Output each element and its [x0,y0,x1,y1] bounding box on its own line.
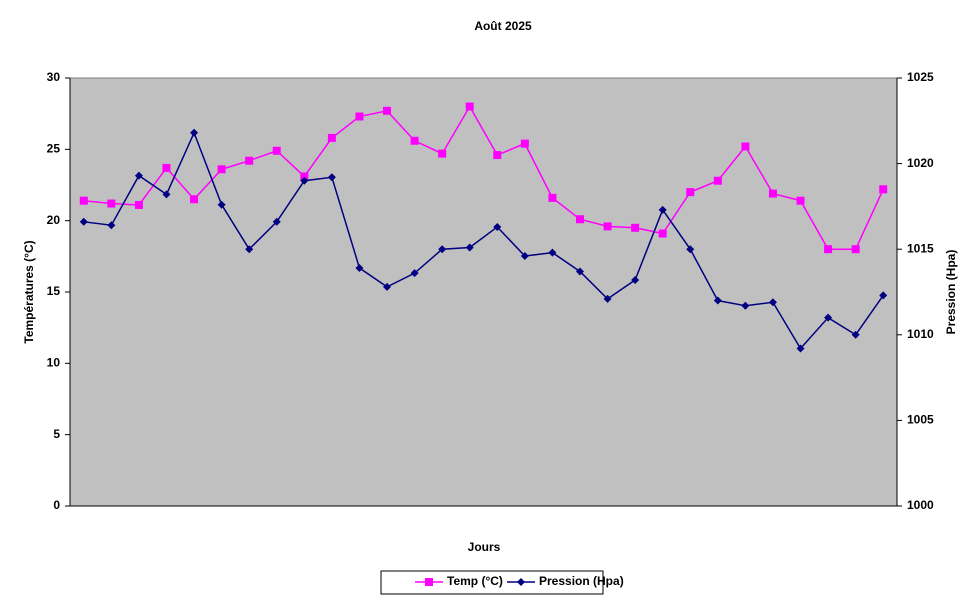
data-point [272,146,281,155]
data-point [493,151,502,160]
data-point [741,142,750,151]
plot-area [69,77,898,507]
data-point [851,330,860,339]
data-point [631,276,640,285]
data-point [107,199,116,208]
data-point [603,222,612,231]
legend [380,570,604,595]
data-point [134,171,143,180]
data-point [686,245,695,254]
y2-tick-label: 1025 [907,70,934,84]
data-point [79,196,88,205]
data-point [548,193,557,202]
data-point [465,102,474,111]
data-point [548,248,557,257]
data-point [217,165,226,174]
y-tick-label: 10 [47,356,61,370]
y-tick-label: 5 [53,427,60,441]
data-point [824,313,833,322]
data-point [383,282,392,291]
data-point [768,189,777,198]
data-point [79,217,88,226]
legend-marker [425,578,433,586]
data-point [520,252,529,261]
y2-tick-label: 1010 [907,327,934,341]
y2-tick-label: 1020 [907,156,934,170]
data-point [355,264,364,273]
data-point [162,190,171,199]
data-point [741,301,750,310]
data-point [217,200,226,209]
y2-tick-label: 1015 [907,241,934,255]
x-axis-label: Jours [468,540,501,554]
data-point [245,156,254,165]
data-point [851,245,860,254]
series-line [83,105,884,250]
data-point [575,215,584,224]
y2-tick-label: 1000 [907,498,934,512]
legend-label: Temp (°C) [447,574,503,588]
data-point [190,195,199,204]
data-point [796,344,805,353]
data-point [134,200,143,209]
data-point [603,294,612,303]
y-tick-label: 20 [47,213,61,227]
chart-title: Août 2025 [474,19,532,33]
data-point [300,176,309,185]
data-point [796,196,805,205]
y-axis-label: Températures (°C) [22,240,36,343]
y2-axis-label: Pression (Hpa) [944,250,958,335]
data-point [327,133,336,142]
data-point [438,149,447,158]
y2-tick-label: 1005 [907,413,934,427]
y-tick-label: 25 [47,142,61,156]
data-point [438,245,447,254]
data-point [686,188,695,197]
y-tick-label: 30 [47,70,61,84]
y-tick-label: 0 [53,498,60,512]
data-point [383,106,392,115]
data-point [327,173,336,182]
data-point [465,243,474,252]
data-point [493,222,502,231]
legend-marker [517,578,525,586]
legend-label: Pression (Hpa) [539,574,624,588]
data-point [162,163,171,172]
data-point [272,217,281,226]
data-point [410,269,419,278]
data-point [879,291,888,300]
data-point [631,223,640,232]
data-point [768,298,777,307]
data-point [520,139,529,148]
series-line [83,130,884,350]
data-point [245,245,254,254]
data-point [658,205,667,214]
data-point [575,267,584,276]
data-point [713,176,722,185]
data-point [824,245,833,254]
data-point [190,128,199,137]
data-point [410,136,419,145]
data-point [713,296,722,305]
data-point [107,221,116,230]
data-point [300,172,309,181]
data-point [658,229,667,238]
y-tick-label: 15 [47,284,61,298]
data-point [879,185,888,194]
data-point [355,112,364,121]
